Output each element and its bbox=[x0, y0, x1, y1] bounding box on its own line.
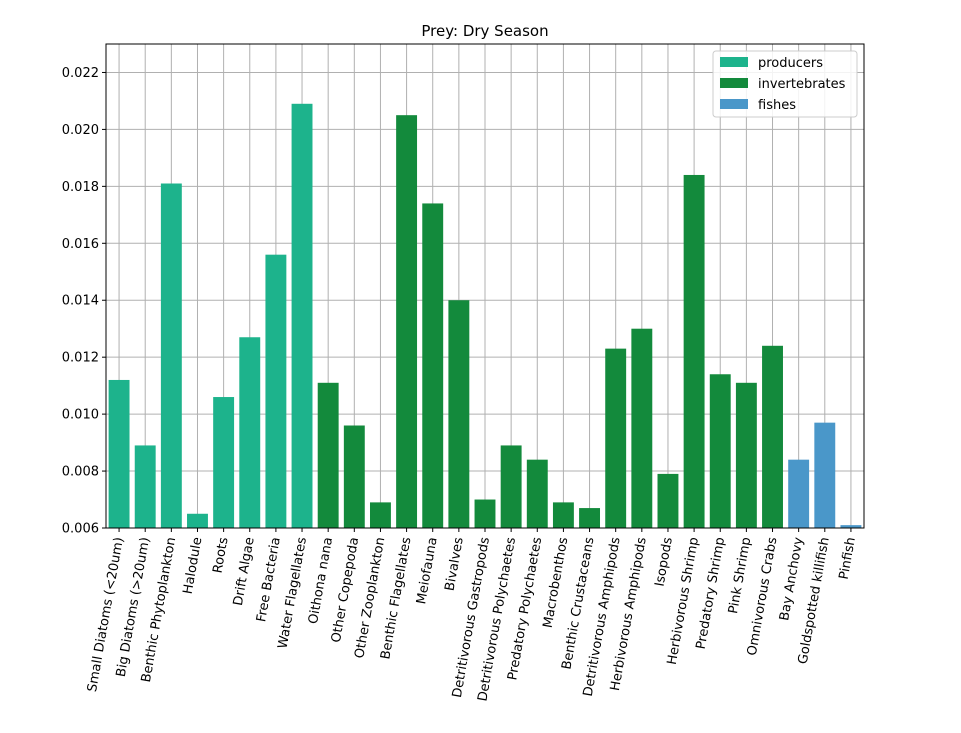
y-tick-label: 0.022 bbox=[62, 66, 99, 81]
bars bbox=[108, 103, 862, 529]
bar bbox=[500, 445, 522, 528]
x-tick-label: Roots bbox=[210, 536, 231, 575]
bar bbox=[291, 103, 313, 528]
x-tick-label: Pinfish bbox=[837, 536, 859, 581]
bar bbox=[239, 337, 261, 528]
bar bbox=[343, 425, 365, 528]
bar bbox=[396, 115, 418, 529]
bar bbox=[422, 203, 444, 528]
bar bbox=[187, 513, 208, 528]
bar bbox=[814, 422, 836, 528]
y-tick-label: 0.008 bbox=[62, 465, 99, 480]
y-tick-label: 0.018 bbox=[62, 180, 99, 195]
bar bbox=[213, 397, 235, 528]
y-tick-label: 0.020 bbox=[62, 123, 99, 138]
bar bbox=[605, 348, 627, 528]
bar bbox=[683, 174, 705, 528]
chart-title: Prey: Dry Season bbox=[421, 22, 548, 40]
bar bbox=[265, 254, 287, 528]
legend-box bbox=[712, 50, 858, 118]
legend-label: fishes bbox=[758, 98, 796, 113]
bar bbox=[160, 183, 182, 528]
bar bbox=[526, 459, 548, 528]
legend-label: invertebrates bbox=[758, 77, 846, 92]
bar bbox=[631, 328, 653, 528]
legend-swatch bbox=[720, 57, 748, 67]
y-tick-label: 0.006 bbox=[62, 522, 99, 537]
bar bbox=[788, 459, 810, 528]
bar bbox=[134, 445, 156, 528]
bar bbox=[108, 379, 130, 528]
bar bbox=[317, 382, 339, 528]
bar bbox=[657, 473, 679, 528]
y-tick-label: 0.016 bbox=[62, 237, 99, 252]
y-tick-label: 0.010 bbox=[62, 408, 99, 423]
bar bbox=[735, 382, 757, 528]
legend: producers invertebrates fishes bbox=[712, 50, 858, 118]
bar bbox=[579, 508, 601, 528]
bar bbox=[369, 502, 391, 528]
legend-label: producers bbox=[758, 56, 823, 71]
bar bbox=[448, 300, 470, 528]
legend-swatch bbox=[720, 99, 748, 109]
y-axis: 0.006 0.008 0.010 0.012 0.014 0.016 0.018 0.020… bbox=[62, 66, 106, 537]
bar bbox=[552, 502, 574, 528]
y-tick-label: 0.014 bbox=[62, 294, 99, 309]
bar bbox=[709, 374, 731, 528]
legend-swatch bbox=[720, 78, 748, 88]
bar bbox=[840, 525, 862, 528]
y-tick-label: 0.012 bbox=[62, 351, 99, 366]
bar bbox=[762, 345, 783, 528]
bar bbox=[474, 499, 496, 528]
